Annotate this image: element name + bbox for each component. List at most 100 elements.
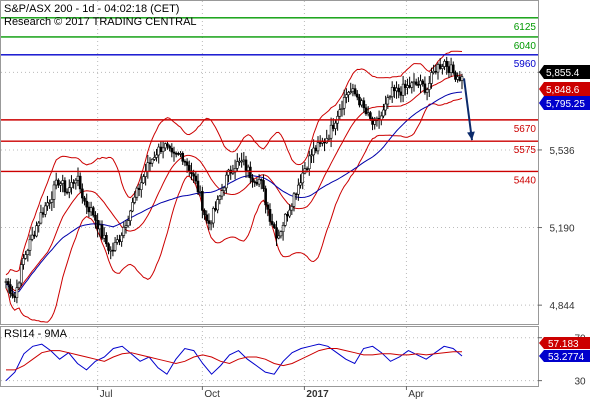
candle-body xyxy=(172,151,176,154)
forecast-arrow-shaft xyxy=(463,78,473,141)
indicator-panel-frame xyxy=(0,326,539,387)
candle-body xyxy=(410,82,414,88)
candle-body xyxy=(253,181,257,183)
candle-body xyxy=(113,242,117,251)
candle-body xyxy=(231,171,235,174)
candle-body xyxy=(54,179,58,186)
candle-body xyxy=(395,87,398,92)
candle-body xyxy=(384,103,387,111)
candle-body xyxy=(323,141,326,144)
candle-body xyxy=(98,224,102,230)
candle-body xyxy=(290,206,294,211)
candle-body xyxy=(242,159,246,162)
candle-body xyxy=(432,70,435,73)
candle-body xyxy=(225,174,228,189)
candle-body xyxy=(115,239,119,243)
candle-body xyxy=(421,80,425,85)
candle-body xyxy=(460,76,464,81)
candle-body xyxy=(118,239,121,242)
candle-body xyxy=(48,202,51,204)
candle-body xyxy=(408,85,411,88)
candle-body xyxy=(72,182,75,184)
candle-body xyxy=(419,80,422,86)
candle-body xyxy=(403,83,407,89)
candle-body xyxy=(244,159,248,171)
candle-body xyxy=(443,61,446,67)
candle-body xyxy=(329,124,333,139)
candle-body xyxy=(360,100,363,106)
candle-body xyxy=(192,173,195,177)
candle-body xyxy=(275,227,278,239)
candle-body xyxy=(366,112,370,115)
candle-body xyxy=(59,183,62,186)
candle-body xyxy=(135,187,139,198)
candle-body xyxy=(262,180,265,189)
rsi-tag-label: 53.2774 xyxy=(548,352,585,363)
price-tag-label: 5,795.25 xyxy=(546,99,585,110)
candle-body xyxy=(198,191,202,193)
candle-body xyxy=(37,222,41,226)
candle-body xyxy=(153,157,156,160)
candle-body xyxy=(255,181,259,185)
candle-body xyxy=(425,89,429,93)
bollinger-upper-band xyxy=(5,50,463,276)
resistance-6040-label: 6040 xyxy=(514,41,537,52)
candle-body xyxy=(301,172,305,184)
candle-body xyxy=(142,176,145,184)
candle-body xyxy=(129,210,132,221)
candle-body xyxy=(240,160,243,163)
candle-body xyxy=(349,91,353,93)
bollinger-lower-band xyxy=(5,97,463,323)
candle-body xyxy=(181,153,185,162)
candle-body xyxy=(279,231,283,237)
candle-body xyxy=(185,161,189,166)
support-5575-label: 5575 xyxy=(514,145,537,156)
candle-body xyxy=(144,171,147,177)
candle-body xyxy=(273,224,276,229)
rsi-series-9MA xyxy=(6,348,462,371)
candle-body xyxy=(264,188,267,206)
candle-body xyxy=(76,175,80,181)
candle-body xyxy=(120,235,123,242)
candle-body xyxy=(6,281,10,285)
candle-body xyxy=(327,137,331,140)
candle-body xyxy=(281,225,285,233)
candle-body xyxy=(131,202,134,212)
candle-body xyxy=(78,175,82,190)
candle-body xyxy=(259,179,263,181)
candle-body xyxy=(52,184,56,200)
candle-body xyxy=(434,70,438,73)
candle-body xyxy=(235,161,239,169)
candle-body xyxy=(334,122,337,129)
candle-body xyxy=(30,234,34,240)
candle-body xyxy=(412,81,416,84)
candle-body xyxy=(369,112,372,119)
price-tag-0 xyxy=(539,65,590,79)
candle-body xyxy=(19,264,23,284)
research-credit: Research © 2017 TRADING CENTRAL xyxy=(4,16,197,28)
candle-body xyxy=(401,83,405,96)
candle-body xyxy=(397,87,401,93)
candle-body xyxy=(94,214,97,221)
support-5440-label: 5440 xyxy=(514,175,537,186)
candle-body xyxy=(159,146,163,152)
candle-body xyxy=(137,187,141,190)
candle-body xyxy=(126,220,130,227)
candle-body xyxy=(266,204,270,210)
candle-body xyxy=(50,199,54,203)
candle-body xyxy=(454,72,457,80)
candle-body xyxy=(414,81,418,85)
candle-body xyxy=(24,254,27,259)
candle-body xyxy=(436,64,440,73)
resistance-6125-label: 6125 xyxy=(514,22,537,33)
candle-body xyxy=(445,61,449,67)
candle-body xyxy=(393,87,396,92)
candle-body xyxy=(139,182,143,190)
candle-body xyxy=(316,142,320,152)
candle-body xyxy=(288,209,291,217)
candle-body xyxy=(26,250,30,255)
candle-body xyxy=(438,64,442,69)
candle-body xyxy=(196,180,200,193)
candle-body xyxy=(201,191,204,211)
